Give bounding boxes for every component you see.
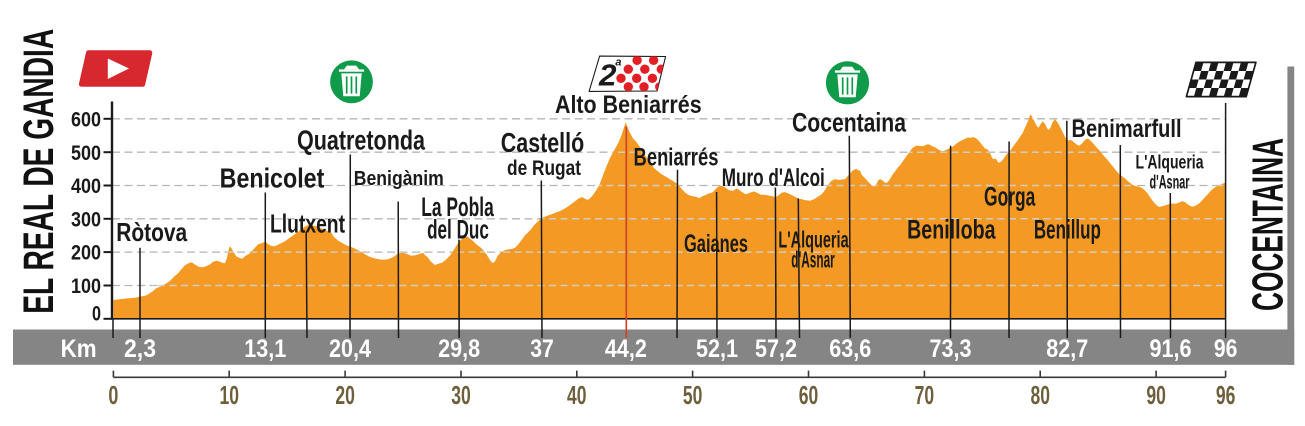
svg-text:d'Asnar: d'Asnar: [1150, 173, 1190, 194]
svg-text:500: 500: [71, 142, 101, 165]
svg-text:Benigànim: Benigànim: [354, 168, 444, 190]
svg-text:Benillup: Benillup: [1034, 214, 1101, 244]
svg-text:63,6: 63,6: [829, 335, 871, 363]
svg-text:Alto Beniarrés: Alto Beniarrés: [555, 91, 702, 119]
svg-text:L'Alqueria: L'Alqueria: [1136, 153, 1204, 174]
svg-text:73,3: 73,3: [930, 335, 972, 363]
svg-text:Castelló: Castelló: [501, 127, 584, 158]
svg-text:29,8: 29,8: [438, 335, 480, 363]
svg-text:13,1: 13,1: [244, 335, 286, 363]
svg-text:60: 60: [799, 380, 819, 410]
svg-text:40: 40: [567, 380, 587, 410]
svg-text:Gaianes: Gaianes: [684, 230, 748, 258]
svg-text:0: 0: [92, 302, 101, 325]
svg-text:Beniarrés: Beniarrés: [634, 144, 719, 172]
svg-text:del Duc: del Duc: [427, 214, 489, 244]
svg-text:91,6: 91,6: [1150, 335, 1192, 363]
svg-text:Llutxent: Llutxent: [270, 208, 345, 238]
svg-text:50: 50: [683, 380, 703, 410]
svg-text:82,7: 82,7: [1046, 335, 1088, 363]
svg-text:80: 80: [1030, 380, 1050, 410]
svg-text:Km: Km: [61, 335, 97, 363]
svg-text:Gorga: Gorga: [984, 182, 1036, 212]
svg-text:100: 100: [71, 275, 101, 298]
svg-text:37: 37: [530, 335, 554, 363]
svg-text:Benimarfull: Benimarfull: [1072, 115, 1182, 143]
svg-text:400: 400: [71, 175, 101, 198]
svg-text:57,2: 57,2: [755, 335, 797, 363]
svg-text:2,3: 2,3: [124, 335, 156, 363]
svg-text:EL REAL DE GANDIA: EL REAL DE GANDIA: [15, 29, 63, 314]
svg-text:30: 30: [451, 380, 471, 410]
svg-text:Muro d'Alcoi: Muro d'Alcoi: [722, 164, 825, 192]
svg-text:600: 600: [71, 108, 101, 131]
svg-text:70: 70: [915, 380, 935, 410]
svg-text:52,1: 52,1: [696, 335, 738, 363]
svg-text:Benicolet: Benicolet: [220, 162, 325, 193]
svg-text:ª: ª: [615, 57, 622, 76]
svg-text:200: 200: [71, 242, 101, 265]
svg-text:10: 10: [219, 380, 239, 410]
svg-text:90: 90: [1146, 380, 1166, 410]
svg-text:20,4: 20,4: [329, 335, 371, 363]
svg-text:0: 0: [108, 380, 118, 410]
svg-text:96: 96: [1214, 335, 1238, 363]
svg-text:44,2: 44,2: [605, 335, 647, 363]
svg-text:de Rugat: de Rugat: [507, 156, 581, 180]
svg-text:Cocentaina: Cocentaina: [792, 107, 907, 137]
svg-text:96: 96: [1216, 380, 1236, 410]
svg-text:Ròtova: Ròtova: [116, 217, 187, 247]
svg-text:20: 20: [335, 380, 355, 410]
svg-text:Quatretonda: Quatretonda: [297, 124, 425, 155]
svg-text:COCENTAINA: COCENTAINA: [1245, 138, 1293, 311]
svg-text:d'Asnar: d'Asnar: [791, 247, 835, 273]
svg-text:300: 300: [71, 208, 101, 231]
svg-text:Benilloba: Benilloba: [907, 214, 996, 244]
